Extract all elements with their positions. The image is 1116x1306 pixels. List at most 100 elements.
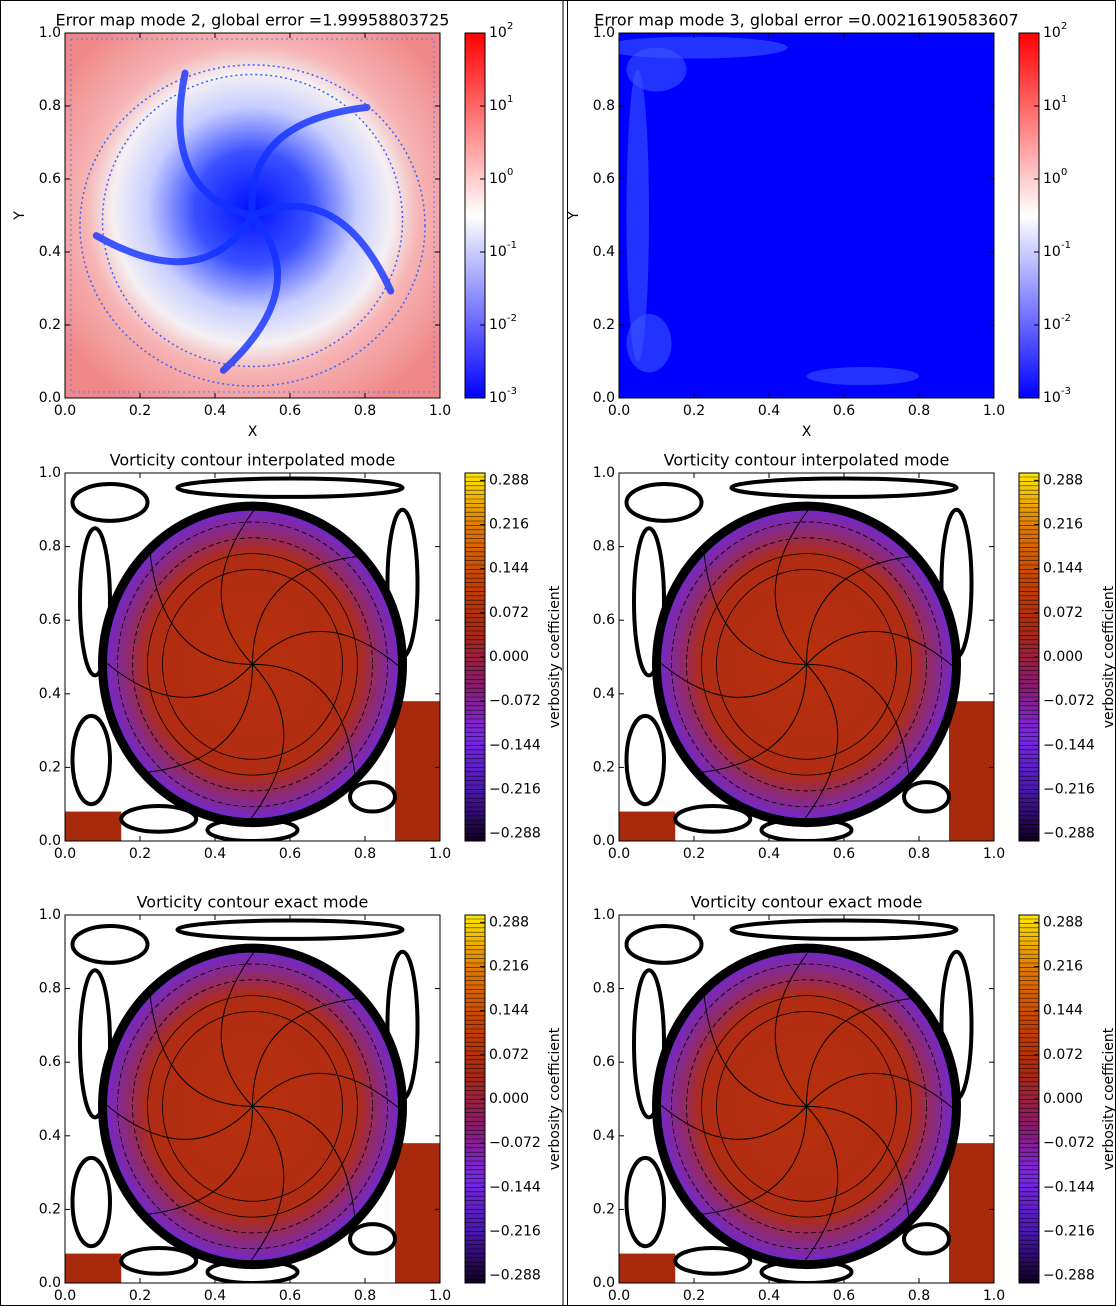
colorbar-frame <box>1018 32 1040 399</box>
x-axis-label: X <box>802 424 812 440</box>
x-tick-label: 0.8 <box>354 846 376 862</box>
contour-line <box>252 555 359 665</box>
contour-line <box>117 521 388 808</box>
x-tick-label: 0.0 <box>54 1288 76 1304</box>
contour-line <box>149 995 253 1107</box>
colorbar-tick-label: 0.288 <box>489 914 529 930</box>
corner-region <box>65 811 122 841</box>
chart-title: Error map mode 3, global error =0.002161… <box>594 11 1018 30</box>
x-tick-label: 0.8 <box>354 1288 376 1304</box>
contour-line <box>703 995 807 1107</box>
vortex-blob <box>729 918 959 941</box>
x-tick-label: 0.2 <box>683 846 705 862</box>
vortex-blob <box>70 924 150 965</box>
chart-title: Vorticity contour interpolated mode <box>664 451 950 470</box>
x-tick-label: 1.0 <box>983 846 1005 862</box>
colorbar-tick-label: −0.216 <box>489 781 541 797</box>
vortex-blob <box>175 476 405 499</box>
contour-line <box>132 979 373 1234</box>
y-tick-label: 0.0 <box>39 1275 61 1291</box>
colorbar-tick-label: −0.288 <box>1043 1268 1095 1284</box>
x-tick-label: 1.0 <box>429 403 451 419</box>
contour-line <box>701 553 912 776</box>
vortex-blob <box>729 476 959 499</box>
contour-line <box>249 1106 285 1262</box>
x-tick-label: 0.4 <box>204 1288 226 1304</box>
axes-frame <box>64 32 441 399</box>
vortex-blob <box>624 924 704 965</box>
vortex-blob <box>70 1155 112 1249</box>
colorbar-tick-label: 10 <box>1043 317 1061 333</box>
corner-region <box>949 701 994 841</box>
vortex-blob <box>70 713 112 807</box>
y-tick-label: 1.0 <box>593 465 615 481</box>
colorbar-tick-label: −0.072 <box>489 693 541 709</box>
chart-title: Error map mode 2, global error =1.999588… <box>56 11 450 30</box>
colorbar-tick-label: 10 <box>1043 98 1061 114</box>
x-tick-label: 0.6 <box>279 846 301 862</box>
colorbar-tick-label: −0.288 <box>489 826 541 842</box>
colorbar-tick-exponent: -3 <box>1061 386 1071 397</box>
colorbar-tick-label: 0.072 <box>1043 1047 1083 1063</box>
colorbar-tick-label: −0.216 <box>489 1223 541 1239</box>
contour-line <box>147 553 358 776</box>
chart-title: Vorticity contour interpolated mode <box>110 451 396 470</box>
plot-image <box>619 473 994 841</box>
colorbar-label: verbosity coefficient <box>1101 1027 1116 1170</box>
vortex-blob <box>348 1222 397 1256</box>
y-tick-label: 0.4 <box>39 244 61 260</box>
contour-line <box>806 630 954 668</box>
x-tick-label: 1.0 <box>983 403 1005 419</box>
x-tick-label: 0.6 <box>833 846 855 862</box>
colorbar-tick-label: 0.072 <box>1043 605 1083 621</box>
corner-region <box>949 1143 994 1283</box>
colorbar-tick-label: 0.216 <box>1043 517 1083 533</box>
panel: Error map mode 3, global error =0.002161… <box>566 11 1071 441</box>
y-tick-label: 0.8 <box>39 539 61 555</box>
contour-line <box>774 509 810 665</box>
x-tick-label: 0.0 <box>54 846 76 862</box>
swirl-arm <box>219 212 282 374</box>
panel: Error map mode 2, global error =1.999588… <box>12 11 517 441</box>
plot-image <box>619 33 994 398</box>
colorbar-tick-label: 0.000 <box>1043 649 1083 665</box>
vortex-blob <box>902 780 951 814</box>
x-tick-label: 1.0 <box>429 846 451 862</box>
x-tick-label: 0.6 <box>279 403 301 419</box>
y-tick-label: 0.4 <box>39 686 61 702</box>
x-tick-label: 0.2 <box>129 403 151 419</box>
x-tick-label: 0.4 <box>758 403 780 419</box>
heatmap-field <box>619 33 994 398</box>
contour-line <box>249 664 285 820</box>
x-tick-label: 0.6 <box>833 1288 855 1304</box>
y-tick-label: 1.0 <box>39 907 61 923</box>
contour-line <box>117 963 388 1250</box>
colorbar-tick-label: −0.144 <box>1043 1179 1095 1195</box>
y-tick-label: 0.4 <box>593 1128 615 1144</box>
contour-line <box>659 1103 807 1140</box>
contour-line <box>703 553 807 665</box>
vortex-blob <box>70 482 150 523</box>
y-tick-label: 0.6 <box>593 1054 615 1070</box>
axes-frame <box>64 472 441 842</box>
colorbar-tick-label: 0.072 <box>489 605 529 621</box>
colorbar-tick-exponent: -3 <box>507 386 517 397</box>
swirl-arm <box>92 212 256 266</box>
swirl-arm <box>249 202 395 295</box>
axes-frame <box>618 914 995 1284</box>
colorbar-tick-exponent: 0 <box>1061 167 1067 178</box>
colorbar-tick-label: 0.216 <box>489 517 529 533</box>
colorbar-tick-label: 10 <box>1043 25 1061 41</box>
y-tick-label: 0.4 <box>593 244 615 260</box>
vortex-blob <box>119 1246 199 1276</box>
colorbar-tick-label: 0.288 <box>1043 914 1083 930</box>
colorbar-tick-label: 10 <box>1043 244 1061 260</box>
plot-image <box>65 473 440 841</box>
colorbar-tick-label: −0.144 <box>489 737 541 753</box>
x-tick-label: 0.8 <box>354 403 376 419</box>
colorbar-tick-label: 0.144 <box>1043 1003 1083 1019</box>
corner-region <box>395 701 440 841</box>
swirl-arm <box>248 103 371 219</box>
vortex-blob <box>673 804 753 834</box>
